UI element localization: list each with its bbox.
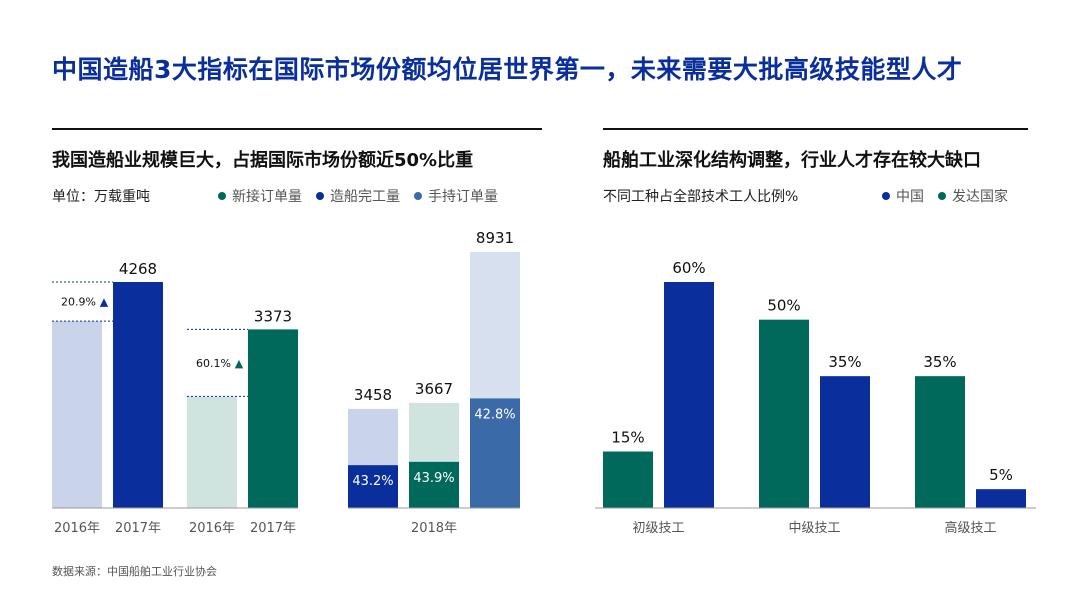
bar-skill-2-1 <box>976 489 1026 508</box>
value-label-new-orders-2017: 3373 <box>254 307 292 325</box>
bar-completed-2017 <box>113 282 163 508</box>
left-panel-title: 我国造船业规模巨大，占据国际市场份额近50%比重 <box>52 150 474 171</box>
value-label-skill-2-1: 5% <box>989 466 1013 484</box>
growth-label-completed: 20.9% <box>61 296 96 309</box>
value-label-skill-0-1: 60% <box>672 259 705 277</box>
legend-item-china: 中国 <box>882 186 924 206</box>
legend-dot-developed <box>938 192 946 200</box>
value-label-2018-total-1: 3667 <box>415 380 453 398</box>
x-tick-completed-1: 2017年 <box>115 521 161 536</box>
x-tick-new-orders-1: 2017年 <box>250 521 296 536</box>
legend-label-new-orders: 新接订单量 <box>232 189 302 205</box>
legend-label-developed: 发达国家 <box>952 189 1008 205</box>
x-tick-skill-1: 中级技工 <box>788 521 840 536</box>
growth-arrow-completed: ▲ <box>100 296 109 309</box>
legend-dot-holding <box>414 192 422 200</box>
legend-dot-completed <box>316 192 324 200</box>
bar-new-orders-2016 <box>187 396 237 508</box>
bar-skill-0-1 <box>664 282 714 508</box>
legend-item-developed: 发达国家 <box>938 186 1008 206</box>
value-label-completed-2017: 4268 <box>119 260 157 278</box>
bar-2018-share-1 <box>409 461 459 508</box>
left-panel-unit: 单位：万载重吨 <box>52 189 150 205</box>
bar-skill-1-0 <box>759 319 809 508</box>
bar-completed-2016 <box>52 321 102 508</box>
bar-skill-1-1 <box>820 376 870 508</box>
x-tick-2018: 2018年 <box>411 521 457 536</box>
bar-skill-0-0 <box>603 451 653 508</box>
right-legend: 中国 发达国家 <box>882 186 1008 206</box>
value-label-2018-total-0: 3458 <box>354 386 392 404</box>
left-legend: 新接订单量 造船完工量 手持订单量 <box>218 186 498 206</box>
legend-item-new-orders: 新接订单量 <box>218 186 302 206</box>
page-title: 中国造船3大指标在国际市场份额均位居世界第一，未来需要大批高级技能型人才 <box>52 55 963 84</box>
bar-2018-share-2 <box>470 398 520 508</box>
value-label-skill-1-1: 35% <box>828 353 861 371</box>
value-label-skill-2-0: 35% <box>923 353 956 371</box>
legend-label-china: 中国 <box>896 189 924 205</box>
right-panel-rule <box>603 128 1028 130</box>
x-tick-new-orders-0: 2016年 <box>189 521 235 536</box>
x-tick-skill-2: 高级技工 <box>944 520 996 536</box>
right-panel-title: 船舶工业深化结构调整，行业人才存在较大缺口 <box>603 150 981 171</box>
x-tick-skill-0: 初级技工 <box>632 521 684 536</box>
value-label-2018-share-2: 42.8% <box>474 407 515 422</box>
bar-skill-2-0 <box>915 376 965 508</box>
value-label-2018-share-0: 43.2% <box>352 474 393 489</box>
legend-item-completed: 造船完工量 <box>316 186 400 206</box>
bar-2018-share-0 <box>348 465 398 508</box>
x-tick-completed-0: 2016年 <box>54 521 100 536</box>
legend-label-holding: 手持订单量 <box>428 189 498 205</box>
value-label-skill-0-0: 15% <box>611 429 644 447</box>
bar-new-orders-2017 <box>248 329 298 508</box>
legend-dot-china <box>882 192 890 200</box>
value-label-2018-share-1: 43.9% <box>413 471 454 486</box>
right-panel-subtitle: 不同工种占全部技术工人比例% <box>603 189 799 205</box>
value-label-2018-total-2: 8931 <box>476 229 514 247</box>
growth-arrow-new-orders: ▲ <box>235 357 244 370</box>
growth-label-new-orders: 60.1% <box>196 357 231 370</box>
legend-item-holding: 手持订单量 <box>414 186 498 206</box>
legend-label-completed: 造船完工量 <box>330 189 400 205</box>
source-note: 数据来源：中国船舶工业行业协会 <box>52 565 217 578</box>
left-panel-rule <box>52 128 542 130</box>
value-label-skill-1-0: 50% <box>767 297 800 315</box>
legend-dot-new-orders <box>218 192 226 200</box>
